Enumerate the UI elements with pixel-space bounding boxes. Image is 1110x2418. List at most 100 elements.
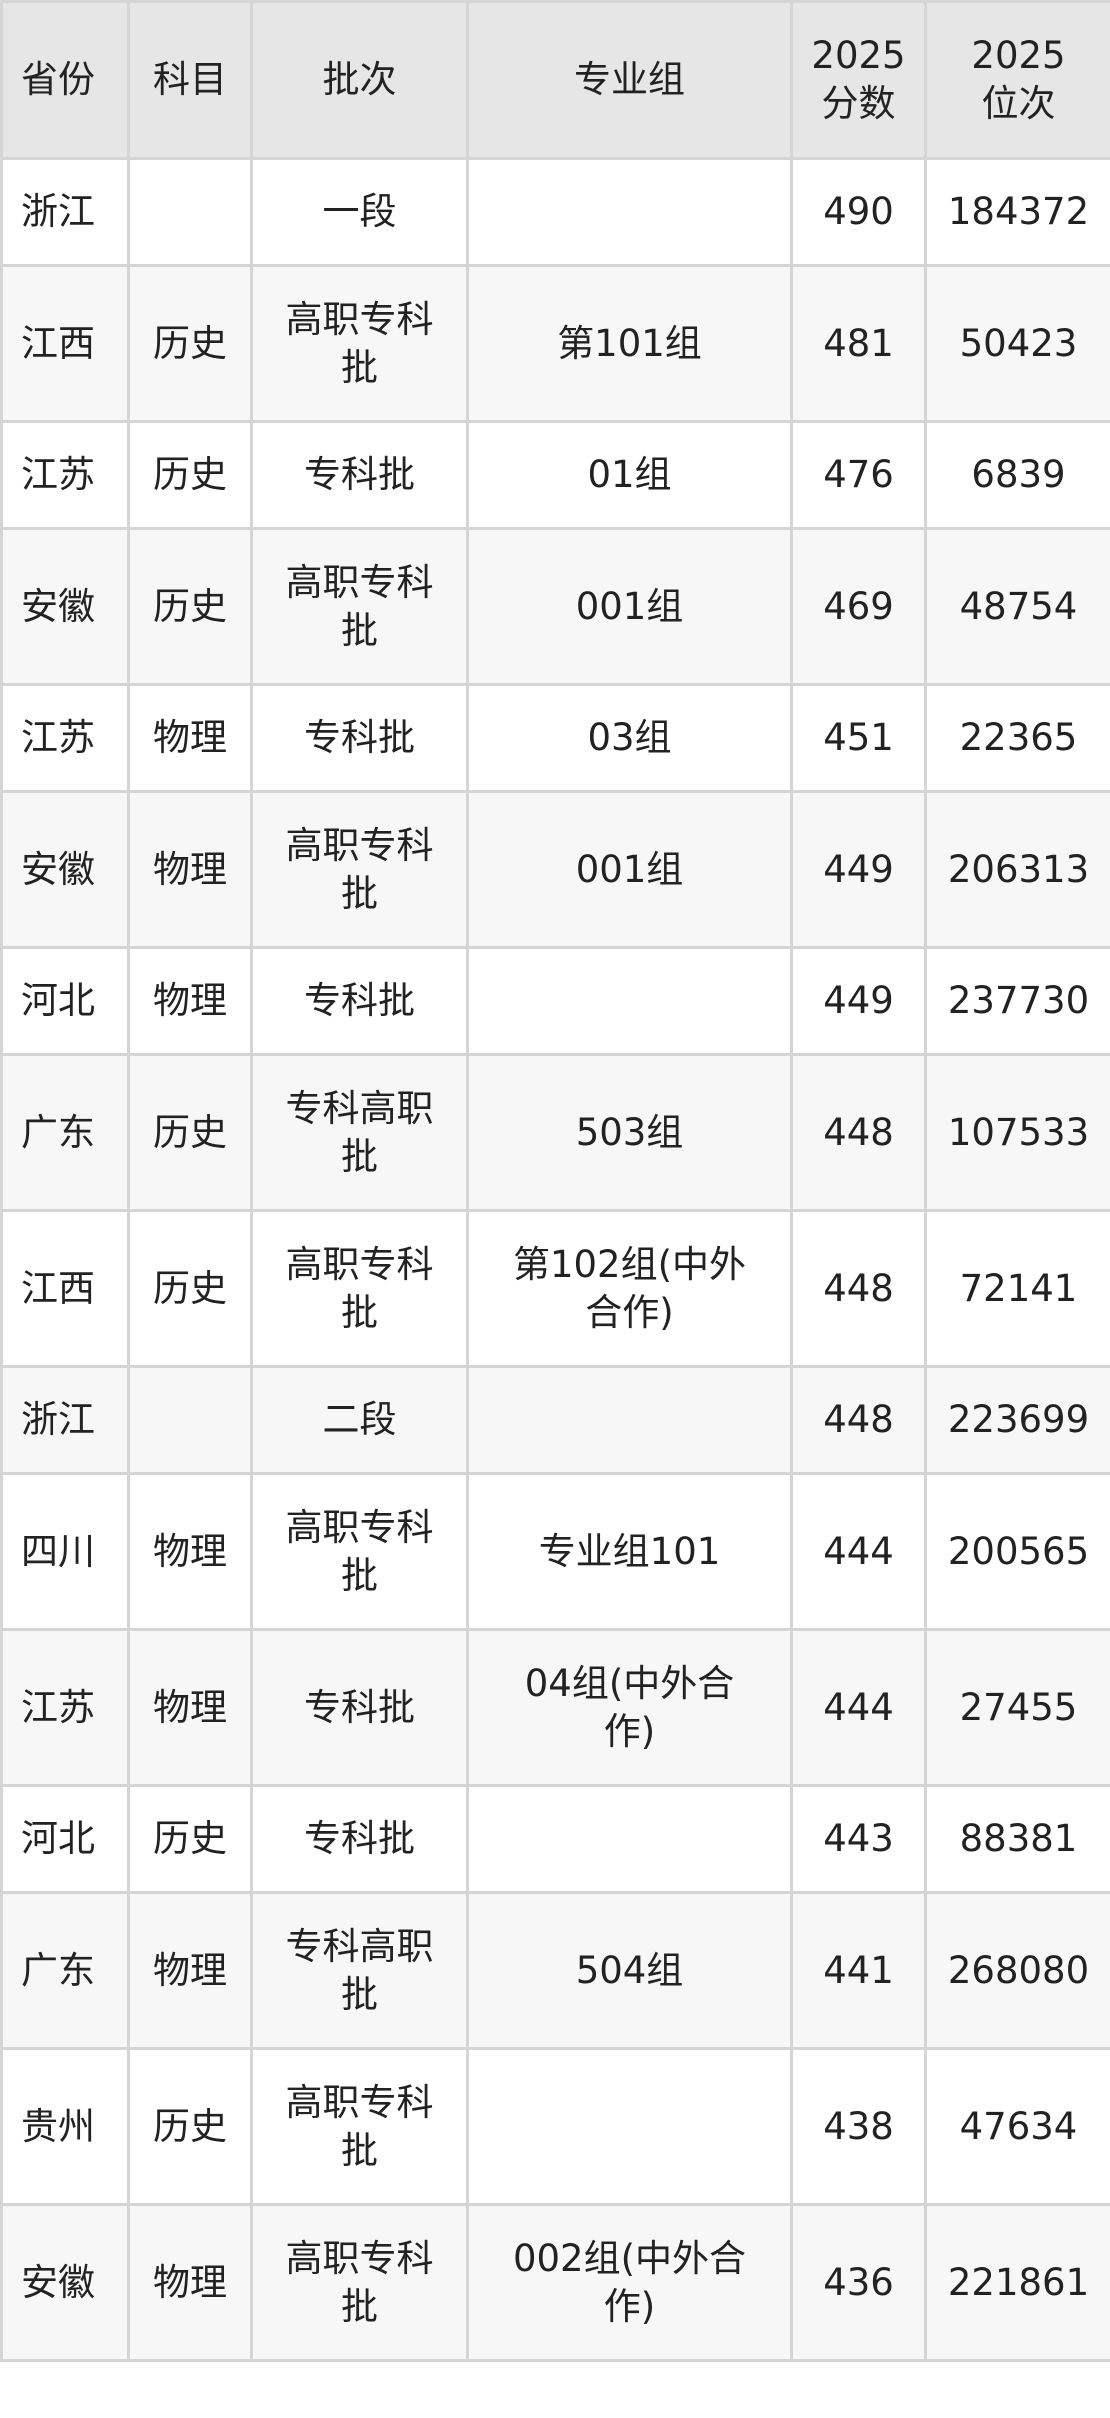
cell-score-text: 438 bbox=[823, 2104, 894, 2148]
cell-group: 第102组(中外合作) bbox=[466, 1209, 793, 1368]
cell-rank-text: 223699 bbox=[947, 1398, 1090, 1441]
cell-score-text: 448 bbox=[823, 1110, 894, 1154]
cell-subject-text: 物理 bbox=[153, 1948, 227, 1992]
cell-group-text: 03组 bbox=[587, 716, 672, 759]
cell-subject: 历史 bbox=[127, 2047, 253, 2206]
cell-batch-text: 专科批 bbox=[304, 453, 415, 496]
cell-group-text: 001组 bbox=[575, 847, 684, 891]
cell-rank: 223699 bbox=[924, 1365, 1110, 1475]
header-subject: 科目 bbox=[127, 0, 253, 160]
cell-score: 449 bbox=[790, 946, 927, 1056]
cell-subject-text: 物理 bbox=[153, 716, 227, 759]
cell-subject: 物理 bbox=[127, 1891, 253, 2050]
cell-province: 河北 bbox=[0, 1784, 130, 1894]
cell-group-text: 503组 bbox=[575, 1110, 684, 1154]
cell-batch-text: 高职专科批 bbox=[285, 1505, 434, 1597]
cell-rank-text: 6839 bbox=[971, 453, 1066, 496]
table-row: 安徽 物理 高职专科批 001组 449 206313 bbox=[0, 790, 1110, 949]
cell-score-text: 451 bbox=[823, 716, 894, 759]
cell-group: 503组 bbox=[466, 1053, 793, 1212]
cell-province: 江西 bbox=[0, 264, 130, 423]
cell-score-text: 444 bbox=[823, 1685, 894, 1729]
cell-batch-text: 专科高职批 bbox=[285, 1086, 434, 1178]
table-row: 浙江 一段 490 184372 bbox=[0, 157, 1110, 267]
cell-province: 江苏 bbox=[0, 420, 130, 530]
cell-group: 03组 bbox=[466, 683, 793, 793]
cell-province-text: 江西 bbox=[21, 321, 95, 365]
cell-rank: 221861 bbox=[924, 2203, 1110, 2362]
cell-group: 001组 bbox=[466, 790, 793, 949]
cell-subject: 历史 bbox=[127, 420, 253, 530]
score-table: 省份 科目 批次 专业组 2025分数 2025位次 浙江 一段 490 184372… bbox=[0, 0, 1110, 2362]
cell-batch: 高职专科批 bbox=[250, 2047, 469, 2206]
cell-batch: 高职专科批 bbox=[250, 1472, 469, 1631]
cell-province: 浙江 bbox=[0, 157, 130, 267]
cell-score: 448 bbox=[790, 1209, 927, 1368]
cell-batch-text: 二段 bbox=[322, 1398, 397, 1441]
cell-subject-text: 历史 bbox=[153, 321, 227, 365]
cell-province: 安徽 bbox=[0, 790, 130, 949]
cell-batch: 专科批 bbox=[250, 420, 469, 530]
cell-rank-text: 27455 bbox=[959, 1685, 1078, 1729]
header-province: 省份 bbox=[0, 0, 130, 160]
cell-rank-text: 206313 bbox=[947, 847, 1090, 891]
cell-group-text: 专业组101 bbox=[538, 1529, 721, 1573]
header-score: 2025分数 bbox=[790, 0, 927, 160]
cell-score: 441 bbox=[790, 1891, 927, 2050]
cell-subject: 历史 bbox=[127, 1784, 253, 1894]
table-row: 江苏 物理 专科批 03组 451 22365 bbox=[0, 683, 1110, 793]
cell-score: 436 bbox=[790, 2203, 927, 2362]
cell-rank: 268080 bbox=[924, 1891, 1110, 2050]
cell-subject: 物理 bbox=[127, 1472, 253, 1631]
table-row: 江西 历史 高职专科批 第101组 481 50423 bbox=[0, 264, 1110, 423]
cell-subject-text: 历史 bbox=[153, 584, 227, 628]
cell-subject-text: 历史 bbox=[153, 1817, 227, 1860]
cell-score-text: 444 bbox=[823, 1529, 894, 1573]
cell-score-text: 469 bbox=[823, 584, 894, 628]
cell-batch: 专科批 bbox=[250, 683, 469, 793]
cell-score: 476 bbox=[790, 420, 927, 530]
cell-rank: 107533 bbox=[924, 1053, 1110, 1212]
table-row: 广东 历史 专科高职批 503组 448 107533 bbox=[0, 1053, 1110, 1212]
cell-province: 贵州 bbox=[0, 2047, 130, 2206]
cell-province: 安徽 bbox=[0, 527, 130, 686]
cell-province-text: 江苏 bbox=[21, 453, 95, 496]
cell-batch: 高职专科批 bbox=[250, 790, 469, 949]
cell-province-text: 江苏 bbox=[21, 716, 95, 759]
cell-rank: 200565 bbox=[924, 1472, 1110, 1631]
cell-province: 安徽 bbox=[0, 2203, 130, 2362]
cell-batch: 一段 bbox=[250, 157, 469, 267]
cell-batch-text: 专科批 bbox=[304, 1685, 415, 1729]
cell-subject-text: 历史 bbox=[153, 1266, 227, 1310]
cell-province: 广东 bbox=[0, 1053, 130, 1212]
cell-subject-text: 历史 bbox=[153, 2104, 227, 2148]
table-row: 江西 历史 高职专科批 第102组(中外合作) 448 72141 bbox=[0, 1209, 1110, 1368]
cell-subject-text: 历史 bbox=[153, 453, 227, 496]
cell-subject: 物理 bbox=[127, 1628, 253, 1787]
cell-group bbox=[466, 1365, 793, 1475]
cell-score: 448 bbox=[790, 1365, 927, 1475]
cell-score: 481 bbox=[790, 264, 927, 423]
table-row: 安徽 历史 高职专科批 001组 469 48754 bbox=[0, 527, 1110, 686]
cell-rank: 47634 bbox=[924, 2047, 1110, 2206]
cell-batch-text: 高职专科批 bbox=[285, 560, 434, 652]
cell-rank: 27455 bbox=[924, 1628, 1110, 1787]
cell-batch: 高职专科批 bbox=[250, 264, 469, 423]
cell-score: 444 bbox=[790, 1472, 927, 1631]
cell-score-text: 449 bbox=[823, 979, 894, 1022]
cell-subject: 物理 bbox=[127, 683, 253, 793]
cell-rank: 48754 bbox=[924, 527, 1110, 686]
cell-group-text: 504组 bbox=[575, 1948, 684, 1992]
cell-batch: 专科高职批 bbox=[250, 1053, 469, 1212]
header-row: 省份 科目 批次 专业组 2025分数 2025位次 bbox=[0, 0, 1110, 160]
cell-score: 449 bbox=[790, 790, 927, 949]
cell-score-text: 436 bbox=[823, 2260, 894, 2304]
cell-rank-text: 237730 bbox=[947, 979, 1090, 1022]
cell-rank-text: 72141 bbox=[959, 1266, 1078, 1310]
cell-batch-text: 专科批 bbox=[304, 1817, 415, 1860]
cell-province-text: 四川 bbox=[21, 1529, 95, 1573]
cell-rank-text: 268080 bbox=[947, 1948, 1090, 1992]
cell-rank-text: 88381 bbox=[959, 1817, 1078, 1860]
cell-subject-text: 历史 bbox=[153, 1110, 227, 1154]
cell-subject bbox=[127, 157, 253, 267]
